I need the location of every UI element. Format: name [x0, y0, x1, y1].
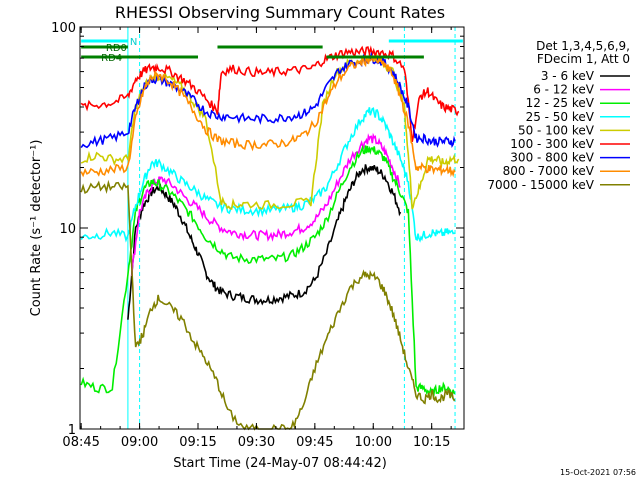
- legend-header-line-1: Det 1,3,4,5,6,9,: [536, 39, 630, 53]
- legend-label: 12 - 25 keV: [526, 96, 595, 110]
- x-tick-label: 09:45: [296, 435, 333, 450]
- series-line-4: [80, 52, 460, 210]
- legend-label: 800 - 7000 keV: [503, 164, 595, 178]
- series-line-7: [80, 54, 456, 178]
- legend-label: 7000 - 15000 keV: [487, 178, 594, 192]
- series-line-1: [131, 132, 401, 277]
- x-tick-label: 10:15: [413, 435, 450, 450]
- series-line-0: [127, 164, 402, 320]
- x-axis-ticks: 08:45 09:00 09:15 09:30 09:45 10:00 10:15: [62, 27, 452, 450]
- state-bar-label: N: [130, 37, 137, 48]
- x-axis-label: Start Time (24-May-07 08:44:42): [173, 456, 387, 471]
- chart-title: RHESSI Observing Summary Count Rates: [115, 3, 445, 22]
- footer-date: 15-Oct-2021 07:56: [560, 468, 636, 477]
- x-tick-label: 10:00: [355, 435, 392, 450]
- x-tick-label: 09:30: [238, 435, 275, 450]
- x-tick-label: 09:15: [179, 435, 216, 450]
- legend-label: 100 - 300 keV: [510, 137, 594, 151]
- y-tick-label: 100: [51, 21, 76, 36]
- legend-label: 3 - 6 keV: [541, 69, 595, 83]
- series-line-5: [80, 45, 460, 142]
- y-axis-label: Count Rate (s⁻¹ detector⁻¹): [29, 140, 44, 317]
- y-tick-label: 10: [59, 222, 76, 237]
- state-bar-label: RD4: [101, 53, 122, 64]
- y-axis-ticks: 1 10 100: [51, 21, 464, 438]
- legend-label: 25 - 50 keV: [526, 110, 595, 124]
- legend-header-line-2: FDecim 1, Att 0: [537, 52, 630, 66]
- series-line-8: [80, 179, 456, 431]
- legend-label: 6 - 12 keV: [533, 83, 595, 97]
- x-tick-label: 08:45: [62, 435, 99, 450]
- state-bar-label: RD0: [106, 43, 127, 54]
- y-tick-label: 1: [68, 423, 76, 438]
- x-tick-label: 09:00: [121, 435, 158, 450]
- series-line-3: [80, 107, 456, 243]
- legend-label: 300 - 800 keV: [510, 151, 594, 165]
- series-line-2: [80, 144, 456, 399]
- legend-label: 50 - 100 keV: [518, 123, 595, 137]
